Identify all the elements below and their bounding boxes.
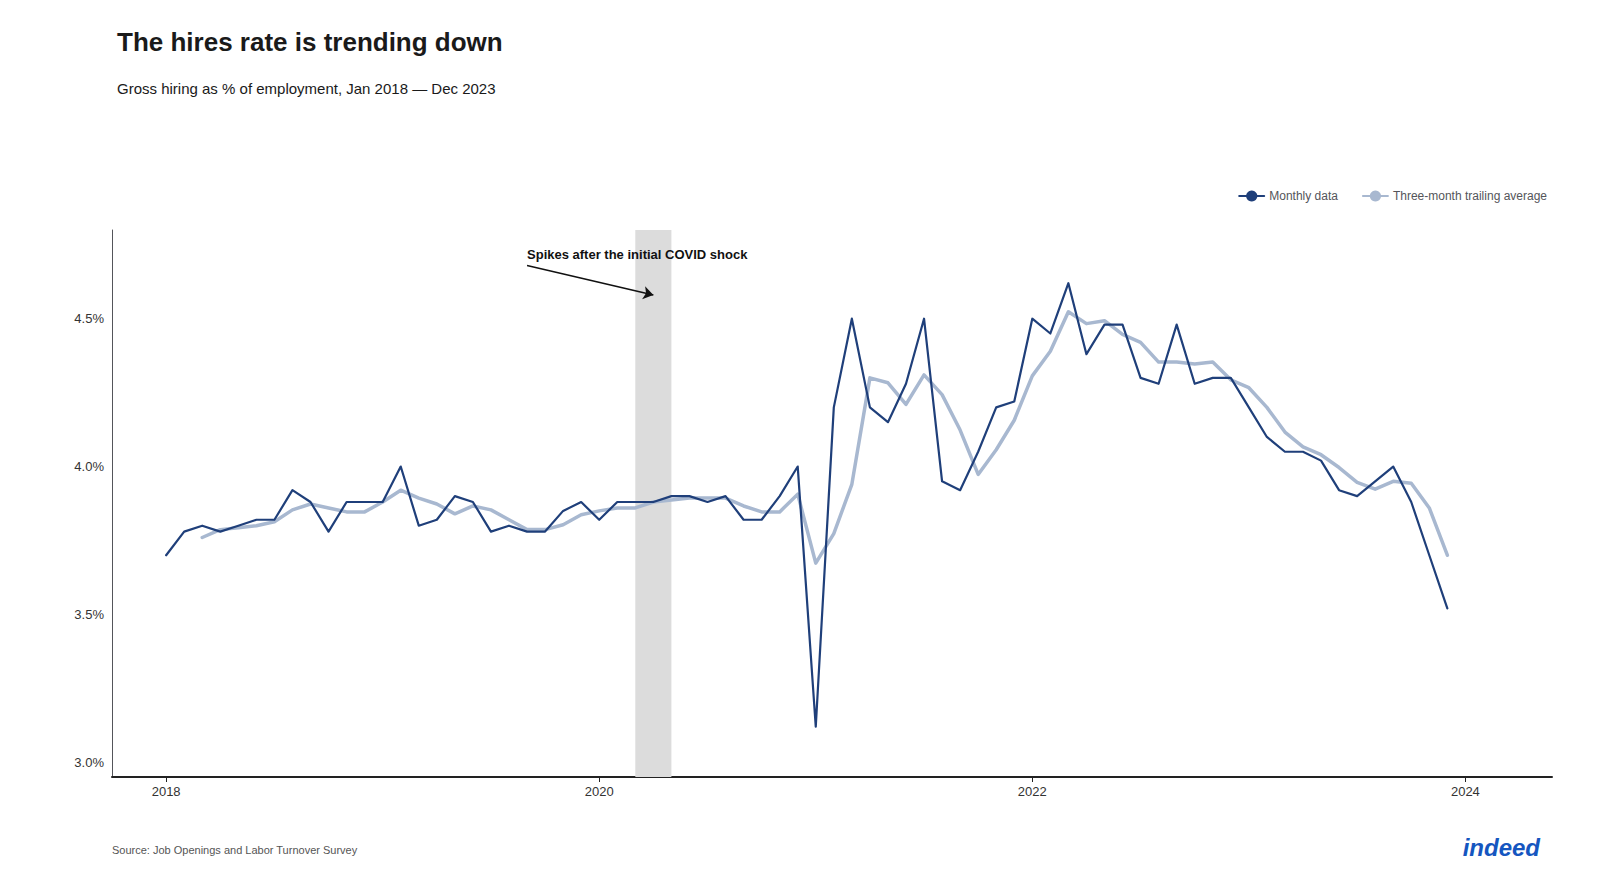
svg-text:Gross hiring as % of employmen: Gross hiring as % of employment, Jan 201… [117,80,496,97]
svg-text:3.0%: 3.0% [74,755,104,770]
svg-text:Spikes after the initial COVID: Spikes after the initial COVID shock [527,247,748,262]
svg-text:3.5%: 3.5% [74,607,104,622]
svg-text:indeed: indeed [1463,834,1542,861]
svg-text:Source: Job Openings and Labor: Source: Job Openings and Labor Turnover … [112,844,358,856]
svg-text:2024: 2024 [1451,784,1480,799]
svg-text:Monthly data: Monthly data [1269,189,1338,203]
svg-text:2018: 2018 [152,784,181,799]
svg-text:4.0%: 4.0% [74,459,104,474]
svg-text:Three-month trailing average: Three-month trailing average [1393,189,1547,203]
svg-text:2020: 2020 [585,784,614,799]
svg-text:The hires rate is trending dow: The hires rate is trending down [117,27,503,57]
svg-text:2022: 2022 [1018,784,1047,799]
svg-text:4.5%: 4.5% [74,311,104,326]
